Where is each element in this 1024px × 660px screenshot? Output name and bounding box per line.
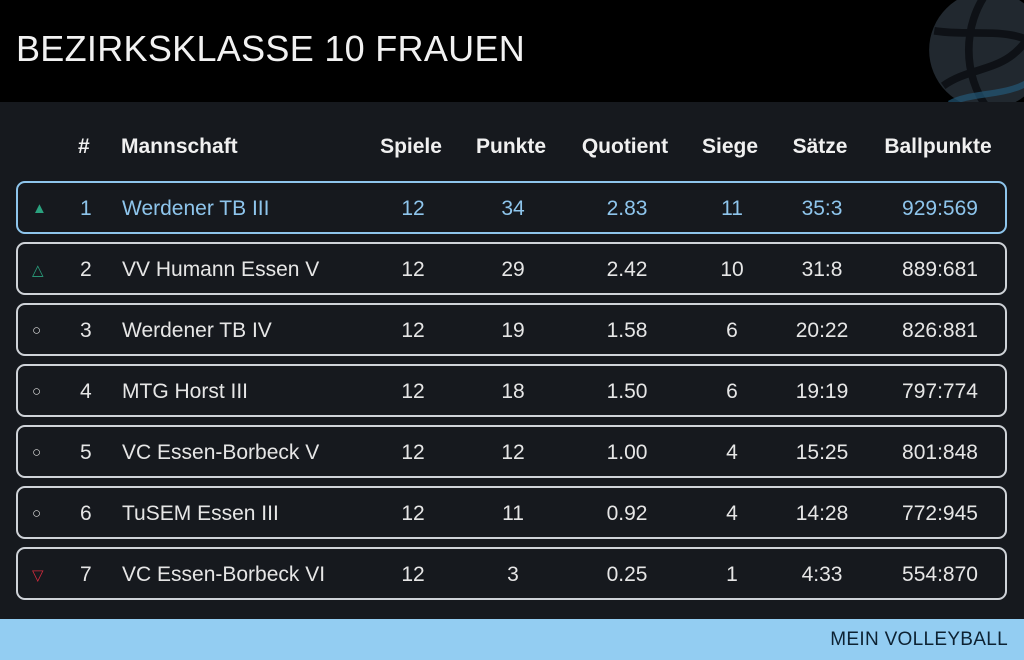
col-games: Spiele (380, 135, 442, 158)
quotient-cell: 1.50 (606, 380, 648, 403)
header-bar: BEZIRKSKLASSE 10 FRAUEN (0, 0, 1024, 112)
points-cell: 29 (501, 258, 525, 281)
team-name[interactable]: VC Essen-Borbeck VI (122, 563, 326, 586)
quotient-cell: 1.58 (606, 319, 648, 342)
points-cell: 19 (501, 319, 525, 342)
rank-cell: 1 (80, 197, 92, 220)
brand-link[interactable]: MEIN VOLLEYBALL (830, 629, 1008, 650)
status-indicator-icon: ○ (32, 444, 42, 461)
ballpoints-cell: 929:569 (902, 197, 978, 220)
wins-cell: 6 (726, 319, 738, 342)
ballpoints-cell: 554:870 (902, 563, 978, 586)
wins-cell: 4 (726, 441, 738, 464)
games-cell: 12 (401, 197, 425, 220)
games-cell: 12 (401, 319, 425, 342)
points-cell: 3 (507, 563, 519, 586)
games-cell: 12 (401, 441, 425, 464)
quotient-cell: 0.25 (606, 563, 648, 586)
games-cell: 12 (401, 258, 425, 281)
ballpoints-cell: 797:774 (902, 380, 978, 403)
table-row[interactable]: ○ 3 Werdener TB IV 12 19 1.58 6 20:22 826:881 (16, 303, 1007, 356)
footer-bar: MEIN VOLLEYBALL (0, 619, 1024, 660)
team-name[interactable]: VC Essen-Borbeck V (122, 441, 320, 464)
sets-cell: 15:25 (795, 441, 849, 464)
wins-cell: 6 (726, 380, 738, 403)
points-cell: 12 (501, 441, 525, 464)
rank-cell: 6 (80, 502, 92, 525)
points-cell: 34 (501, 197, 525, 220)
table-row[interactable]: ▽ 7 VC Essen-Borbeck VI 12 3 0.25 1 4:33 554:870 (16, 547, 1007, 600)
league-title: BEZIRKSKLASSE 10 FRAUEN (16, 28, 526, 69)
ballpoints-cell: 772:945 (902, 502, 978, 525)
ballpoints-cell: 801:848 (902, 441, 978, 464)
team-name[interactable]: Werdener TB IV (122, 319, 272, 342)
team-name[interactable]: Werdener TB III (122, 197, 270, 220)
col-rank: # (78, 135, 90, 158)
sets-cell: 19:19 (795, 380, 849, 403)
rank-cell: 4 (80, 380, 92, 403)
quotient-cell: 0.92 (606, 502, 648, 525)
status-indicator-icon: ▲ (32, 200, 47, 217)
team-name[interactable]: VV Humann Essen V (122, 258, 320, 281)
table-header: # Mannschaft Spiele Punkte Quotient Sieg… (0, 102, 1024, 182)
wins-cell: 11 (721, 197, 743, 220)
quotient-cell: 2.83 (606, 197, 648, 220)
col-ballpoints: Ballpunkte (884, 135, 992, 158)
table-row[interactable]: ○ 6 TuSEM Essen III 12 11 0.92 4 14:28 772:945 (16, 486, 1007, 539)
rank-cell: 7 (80, 563, 92, 586)
col-team: Mannschaft (121, 135, 238, 158)
wins-cell: 4 (726, 502, 738, 525)
table-row[interactable]: ○ 4 MTG Horst III 12 18 1.50 6 19:19 797:774 (16, 364, 1007, 417)
wins-cell: 1 (726, 563, 738, 586)
col-sets: Sätze (792, 135, 848, 158)
games-cell: 12 (401, 563, 425, 586)
col-points: Punkte (475, 135, 546, 158)
rank-cell: 2 (80, 258, 92, 281)
table-row[interactable]: ▲ 1 Werdener TB III 12 34 2.83 11 35:3 929:569 (16, 181, 1007, 234)
standings-table: # Mannschaft Spiele Punkte Quotient Sieg… (0, 102, 1024, 619)
volleyball-icon (929, 0, 1024, 112)
games-cell: 12 (401, 502, 425, 525)
status-indicator-icon: ○ (32, 322, 42, 339)
status-indicator-icon: ▽ (32, 567, 44, 584)
team-name[interactable]: TuSEM Essen III (122, 502, 279, 525)
col-wins: Siege (701, 135, 759, 158)
col-quotient: Quotient (581, 135, 669, 158)
sets-cell: 14:28 (795, 502, 849, 525)
rank-cell: 3 (80, 319, 92, 342)
points-cell: 11 (502, 502, 524, 525)
ballpoints-cell: 889:681 (902, 258, 978, 281)
points-cell: 18 (501, 380, 525, 403)
quotient-cell: 1.00 (606, 441, 648, 464)
sets-cell: 20:22 (795, 319, 849, 342)
status-indicator-icon: ○ (32, 383, 42, 400)
sets-cell: 4:33 (801, 563, 843, 586)
table-row[interactable]: ○ 5 VC Essen-Borbeck V 12 12 1.00 4 15:25 801:84… (16, 425, 1007, 478)
status-indicator-icon: △ (32, 262, 44, 279)
team-name[interactable]: MTG Horst III (122, 380, 248, 403)
sets-cell: 35:3 (801, 197, 843, 220)
status-indicator-icon: ○ (32, 505, 42, 522)
sets-cell: 31:8 (801, 258, 843, 281)
table-row[interactable]: △ 2 VV Humann Essen V 12 29 2.42 10 31:8 889:681 (16, 242, 1007, 295)
quotient-cell: 2.42 (606, 258, 648, 281)
rank-cell: 5 (80, 441, 92, 464)
wins-cell: 10 (720, 258, 744, 281)
games-cell: 12 (401, 380, 425, 403)
ballpoints-cell: 826:881 (902, 319, 978, 342)
